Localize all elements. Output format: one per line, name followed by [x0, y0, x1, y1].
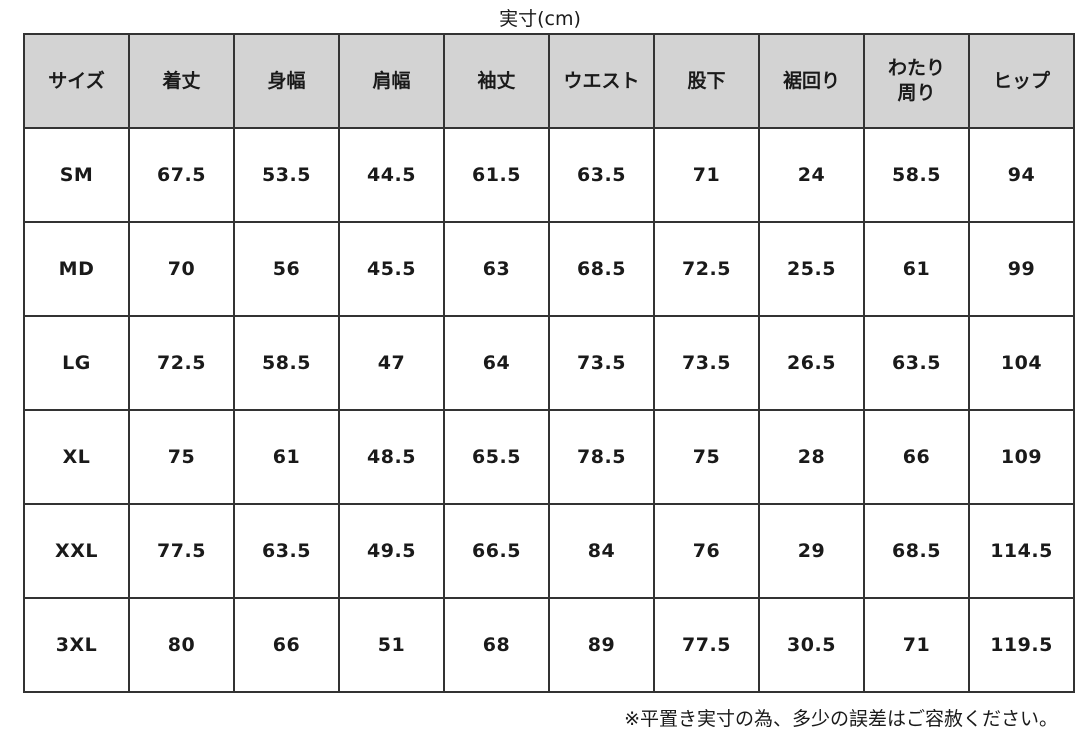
measurement-cell: 72.5 [128, 315, 235, 411]
measurement-cell: 78.5 [548, 409, 655, 505]
measurement-cell: 63.5 [863, 315, 970, 411]
size-table: サイズ 着丈 身幅 肩幅 袖丈 ウエスト 股下 裾回り わたり 周り ヒップ SM 67.5 53.5… [23, 33, 1075, 693]
measurement-cell: 56 [233, 221, 340, 317]
table-row: XXL 77.5 63.5 49.5 66.5 84 76 29 68.5 114.5 [23, 503, 1075, 599]
header-row: サイズ 着丈 身幅 肩幅 袖丈 ウエスト 股下 裾回り わたり 周り ヒップ [23, 33, 1075, 129]
table-row: MD 70 56 45.5 63 68.5 72.5 25.5 61 99 [23, 221, 1075, 317]
measurement-cell: 61 [863, 221, 970, 317]
measurement-cell: 44.5 [338, 127, 445, 223]
measurement-cell: 109 [968, 409, 1075, 505]
size-label-cell: 3XL [23, 597, 130, 693]
measurement-cell: 65.5 [443, 409, 550, 505]
measurement-cell: 29 [758, 503, 865, 599]
measurement-cell: 63 [443, 221, 550, 317]
size-label-cell: MD [23, 221, 130, 317]
measurement-cell: 25.5 [758, 221, 865, 317]
measurement-cell: 75 [128, 409, 235, 505]
size-label-cell: SM [23, 127, 130, 223]
measurement-cell: 84 [548, 503, 655, 599]
measurement-cell: 94 [968, 127, 1075, 223]
measurement-cell: 66 [863, 409, 970, 505]
measurement-cell: 26.5 [758, 315, 865, 411]
size-label-cell: XXL [23, 503, 130, 599]
measurement-cell: 89 [548, 597, 655, 693]
column-header: 身幅 [233, 33, 340, 129]
measurement-cell: 67.5 [128, 127, 235, 223]
column-header: 肩幅 [338, 33, 445, 129]
column-header: ヒップ [968, 33, 1075, 129]
size-label-cell: XL [23, 409, 130, 505]
measurement-cell: 53.5 [233, 127, 340, 223]
measurement-cell: 80 [128, 597, 235, 693]
column-header: 股下 [653, 33, 760, 129]
measurement-cell: 73.5 [653, 315, 760, 411]
measurement-cell: 58.5 [233, 315, 340, 411]
measurement-cell: 77.5 [128, 503, 235, 599]
measurement-cell: 49.5 [338, 503, 445, 599]
measurement-cell: 64 [443, 315, 550, 411]
measurement-cell: 77.5 [653, 597, 760, 693]
column-header: 着丈 [128, 33, 235, 129]
column-header: サイズ [23, 33, 130, 129]
column-header: 袖丈 [443, 33, 550, 129]
measurement-cell: 66 [233, 597, 340, 693]
table-row: LG 72.5 58.5 47 64 73.5 73.5 26.5 63.5 104 [23, 315, 1075, 411]
measurement-cell: 51 [338, 597, 445, 693]
measurement-cell: 114.5 [968, 503, 1075, 599]
measurement-cell: 99 [968, 221, 1075, 317]
measurement-cell: 68 [443, 597, 550, 693]
measurement-cell: 119.5 [968, 597, 1075, 693]
measurement-cell: 68.5 [863, 503, 970, 599]
column-header: 裾回り [758, 33, 865, 129]
measurement-cell: 61.5 [443, 127, 550, 223]
measurement-cell: 24 [758, 127, 865, 223]
measurement-cell: 71 [653, 127, 760, 223]
measurement-cell: 104 [968, 315, 1075, 411]
measurement-cell: 48.5 [338, 409, 445, 505]
column-header: わたり 周り [863, 33, 970, 129]
measurement-cell: 75 [653, 409, 760, 505]
measurement-cell: 72.5 [653, 221, 760, 317]
column-header: ウエスト [548, 33, 655, 129]
measurement-cell: 73.5 [548, 315, 655, 411]
size-label-cell: LG [23, 315, 130, 411]
measurement-cell: 70 [128, 221, 235, 317]
measurement-cell: 66.5 [443, 503, 550, 599]
measurement-cell: 63.5 [233, 503, 340, 599]
measurement-cell: 30.5 [758, 597, 865, 693]
measurement-cell: 47 [338, 315, 445, 411]
measurement-cell: 71 [863, 597, 970, 693]
table-caption: 実寸(cm) [499, 8, 581, 30]
table-row: SM 67.5 53.5 44.5 61.5 63.5 71 24 58.5 94 [23, 127, 1075, 223]
table-row: 3XL 80 66 51 68 89 77.5 30.5 71 119.5 [23, 597, 1075, 693]
measurement-cell: 28 [758, 409, 865, 505]
measurement-cell: 61 [233, 409, 340, 505]
measurement-cell: 68.5 [548, 221, 655, 317]
measurement-cell: 63.5 [548, 127, 655, 223]
measurement-note: ※平置き実寸の為、多少の誤差はご容赦ください。 [624, 708, 1058, 730]
measurement-cell: 76 [653, 503, 760, 599]
table-row: XL 75 61 48.5 65.5 78.5 75 28 66 109 [23, 409, 1075, 505]
measurement-cell: 45.5 [338, 221, 445, 317]
measurement-cell: 58.5 [863, 127, 970, 223]
